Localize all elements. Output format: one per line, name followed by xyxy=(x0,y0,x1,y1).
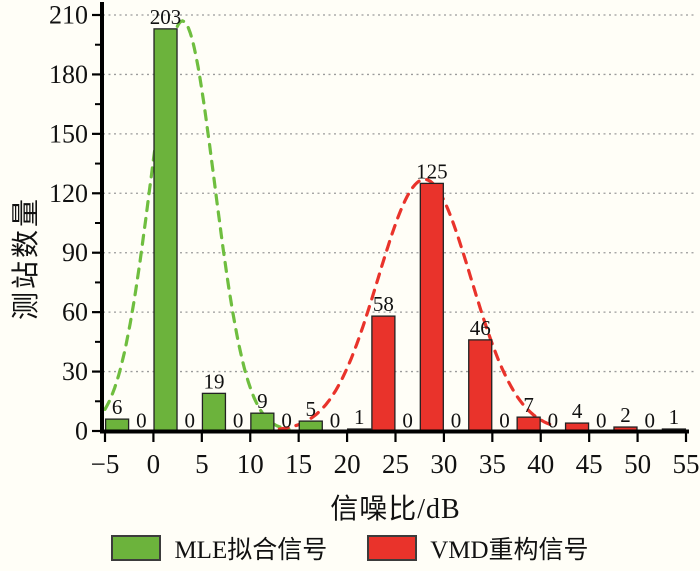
vmd-legend-label: VMD重构信号 xyxy=(430,537,589,564)
bar-value-label: 7 xyxy=(523,393,534,417)
x-tick-label: 45 xyxy=(576,449,603,479)
mle-legend-label: MLE拟合信号 xyxy=(174,537,328,564)
y-tick-label: 210 xyxy=(49,1,88,30)
x-axis-title: 信噪比/dB xyxy=(330,494,461,525)
bar-value-label: 1 xyxy=(354,405,365,429)
legend-item-mle: MLE拟合信号 xyxy=(111,530,327,566)
bar-value-label: 1 xyxy=(669,405,680,429)
bar-value-label: 2 xyxy=(620,403,631,427)
bar-value-label: 0 xyxy=(499,409,510,433)
bar-vmd-bin7 xyxy=(468,339,493,433)
bar-value-label: 58 xyxy=(373,292,394,316)
x-tick-label: 15 xyxy=(285,449,312,479)
bar-value-label: 0 xyxy=(184,409,195,433)
y-tick-label: 120 xyxy=(49,179,88,208)
bar-vmd-bin6 xyxy=(419,182,444,433)
bar-value-label: 5 xyxy=(306,397,317,421)
bar-value-label: 125 xyxy=(416,159,448,183)
y-tick-label: 30 xyxy=(62,357,88,386)
mle-legend-swatch xyxy=(111,535,162,561)
x-tick-label: 30 xyxy=(430,449,457,479)
bar-value-label: 0 xyxy=(644,409,655,433)
y-tick-label: 60 xyxy=(62,298,88,327)
bar-value-label: 6 xyxy=(112,395,123,419)
bar-value-label: 0 xyxy=(548,409,559,433)
bar-value-label: 0 xyxy=(330,409,341,433)
bar-value-label: 46 xyxy=(470,316,491,340)
y-tick-label: 150 xyxy=(49,119,88,148)
bar-value-label: 9 xyxy=(257,389,268,413)
x-tick-label: 25 xyxy=(382,449,409,479)
bar-mle-bin1 xyxy=(153,28,178,433)
y-tick-label: 90 xyxy=(62,238,88,267)
bar-value-label: 203 xyxy=(150,5,182,29)
bar-value-label: 0 xyxy=(451,409,462,433)
x-tick-label: 5 xyxy=(195,449,209,479)
y-axis-title: 测站数量 xyxy=(11,196,42,321)
x-tick-label: 50 xyxy=(624,449,651,479)
legend: MLE拟合信号 VMD重构信号 xyxy=(0,530,700,566)
vmd-legend-swatch xyxy=(367,535,418,561)
fit-curve-vmd xyxy=(277,177,556,431)
bar-value-label: 19 xyxy=(203,369,224,393)
bar-value-label: 0 xyxy=(596,409,607,433)
bar-value-label: 0 xyxy=(136,409,147,433)
bar-mle-bin2 xyxy=(201,392,227,433)
x-tick-label: 0 xyxy=(147,449,161,479)
y-tick-label: 0 xyxy=(75,417,88,446)
bar-value-label: 0 xyxy=(402,409,413,433)
bar-value-label: 0 xyxy=(281,409,292,433)
fit-curve-mle xyxy=(103,19,291,431)
legend-item-vmd: VMD重构信号 xyxy=(367,530,589,566)
bar-vmd-bin5 xyxy=(371,315,396,433)
y-tick-label: 180 xyxy=(49,60,88,89)
bar-value-label: 0 xyxy=(233,409,244,433)
x-tick-label: 55 xyxy=(673,449,700,479)
bar-mle-bin3 xyxy=(250,412,275,433)
x-tick-label: 10 xyxy=(237,449,264,479)
x-tick-label: 35 xyxy=(479,449,506,479)
x-tick-label: 40 xyxy=(527,449,554,479)
x-tick-label: −5 xyxy=(91,449,120,479)
bar-value-label: 4 xyxy=(572,399,583,423)
x-tick-label: 20 xyxy=(334,449,361,479)
